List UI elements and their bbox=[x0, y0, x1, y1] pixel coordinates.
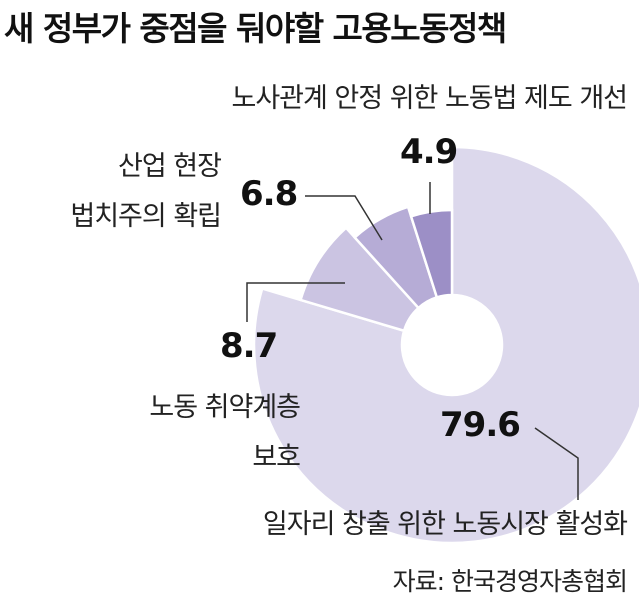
value-label: 8.7 bbox=[220, 326, 278, 366]
connector bbox=[534, 427, 579, 500]
category-label: 산업 현장 법치주의 확립 bbox=[70, 151, 222, 232]
category-label: 노동 취약계층 보호 bbox=[149, 392, 301, 473]
source: 자료: 한국경영자총협회 bbox=[392, 567, 628, 596]
value-label: 6.8 bbox=[240, 174, 298, 214]
value-label: 79.6 bbox=[440, 405, 521, 445]
donut-segment bbox=[298, 226, 421, 333]
center-label: % bbox=[419, 317, 469, 375]
value-label: 4.9 bbox=[400, 132, 458, 172]
category-label: 노사관계 안정 위한 노동법 제도 개선 bbox=[231, 83, 628, 114]
donut-segment bbox=[409, 208, 454, 299]
donut-segment bbox=[352, 205, 439, 310]
chart-title: 새 정부가 중점을 둬야할 고용노동정책 bbox=[4, 9, 507, 48]
connector bbox=[246, 282, 345, 322]
donut-segment bbox=[252, 145, 639, 545]
category-label: 일자리 창출 위한 노동시장 활성화 bbox=[262, 509, 628, 540]
connector bbox=[305, 195, 383, 241]
